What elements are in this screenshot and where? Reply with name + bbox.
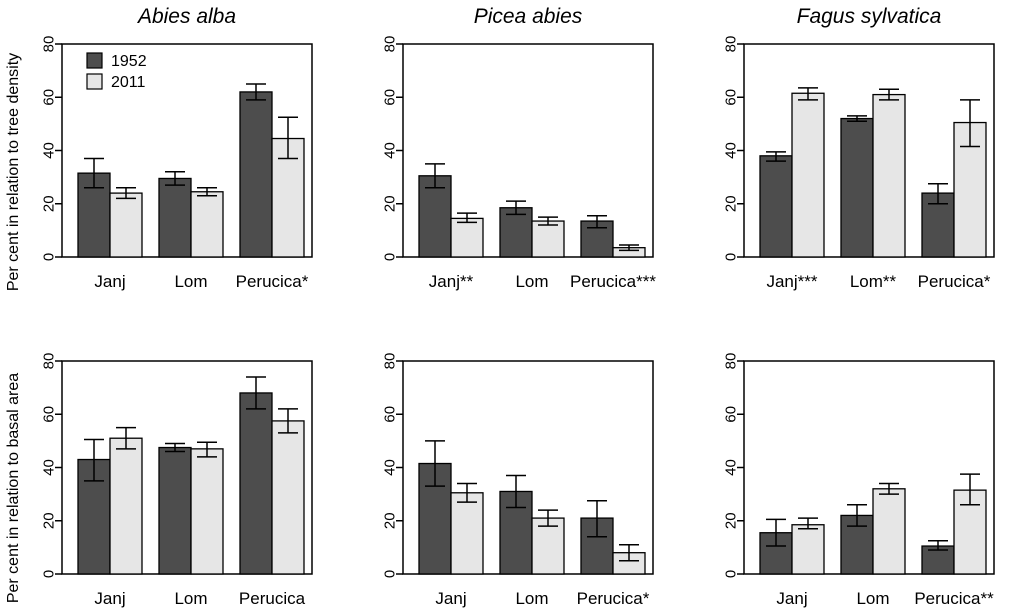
bar-1952-1 [840, 117, 874, 258]
y-tick-label: 0 [381, 253, 398, 261]
y-tick-label: 20 [40, 512, 57, 529]
y-tick-label: 0 [722, 253, 739, 261]
category-label: Perucica* [918, 272, 991, 291]
bar-2011-0 [791, 92, 825, 258]
panel-title: Abies alba [136, 5, 236, 28]
bar-1952-1 [158, 177, 192, 258]
chart-panels: Abies alba 0 20 40 60 80 Janj Lom Perucica* 1952 2… [40, 5, 995, 608]
y-tick-label: 20 [381, 512, 398, 529]
category-label: Lom [856, 589, 889, 608]
category-label: Janj** [429, 272, 474, 291]
panel-3: 0 20 40 60 80 Janj Lom Perucica [40, 353, 313, 608]
category-label: Perucica* [236, 272, 309, 291]
bar-2011-0 [450, 217, 484, 258]
bar-1952-2 [239, 91, 273, 258]
y-tick-label: 60 [722, 89, 739, 106]
panel-0: Abies alba 0 20 40 60 80 Janj Lom Perucica* 1952 2… [40, 5, 313, 291]
category-label: Lom [515, 589, 548, 608]
y-tick-label: 60 [722, 406, 739, 423]
row-label-basal-area: Per cent in relation to basal area [5, 373, 22, 603]
y-tick-label: 0 [381, 570, 398, 578]
y-tick-label: 20 [381, 195, 398, 212]
bar-2011-0 [109, 192, 143, 258]
y-tick-label: 80 [722, 36, 739, 53]
bar-1952-1 [158, 446, 192, 575]
bar-1952-0 [759, 155, 793, 258]
bar-2011-1 [190, 191, 224, 258]
y-tick-label: 20 [722, 195, 739, 212]
y-tick-label: 40 [40, 459, 57, 476]
panel-2: Fagus sylvatica 0 20 40 60 80 Janj*** Lom** Peru… [722, 5, 995, 291]
bar-1952-2 [580, 517, 614, 575]
bar-2011-2 [271, 420, 305, 575]
y-tick-label: 60 [381, 406, 398, 423]
bar-2011-0 [791, 524, 825, 575]
category-label: Perucica*** [570, 272, 656, 291]
category-label: Perucica** [914, 589, 994, 608]
y-tick-label: 60 [381, 89, 398, 106]
panel-1: Picea abies 0 20 40 60 80 Janj** Lom Perucica*** [381, 5, 656, 291]
legend-swatch-2011 [86, 73, 103, 90]
bar-2011-1 [531, 220, 565, 258]
category-label: Janj [94, 272, 125, 291]
y-tick-label: 80 [381, 353, 398, 370]
y-tick-label: 40 [381, 142, 398, 159]
y-tick-label: 40 [722, 459, 739, 476]
y-tick-label: 40 [381, 459, 398, 476]
category-label: Lom [174, 272, 207, 291]
y-tick-label: 0 [722, 570, 739, 578]
legend-swatch-1952 [86, 52, 103, 69]
bar-1952-2 [239, 392, 273, 575]
y-tick-label: 20 [722, 512, 739, 529]
y-tick-label: 40 [40, 142, 57, 159]
category-label: Janj [94, 589, 125, 608]
bar-2011-1 [872, 93, 906, 258]
category-label: Lom** [850, 272, 897, 291]
panel-title: Fagus sylvatica [797, 5, 942, 28]
category-label: Lom [174, 589, 207, 608]
category-label: Lom [515, 272, 548, 291]
row-label-tree-density: Per cent in relation to tree density [5, 53, 22, 291]
bar-2011-1 [190, 448, 224, 575]
category-label: Perucica* [577, 589, 650, 608]
bar-2011-0 [109, 437, 143, 575]
y-tick-label: 80 [40, 36, 57, 53]
category-label: Janj [776, 589, 807, 608]
category-label: Janj [435, 589, 466, 608]
bar-2011-0 [450, 492, 484, 575]
panel-5: 0 20 40 60 80 Janj Lom Perucica** [722, 353, 995, 608]
y-tick-label: 60 [40, 89, 57, 106]
category-label: Perucica [239, 589, 306, 608]
y-tick-label: 0 [40, 253, 57, 261]
panel-title: Picea abies [474, 5, 583, 28]
panel-4: 0 20 40 60 80 Janj Lom Perucica* [381, 353, 654, 608]
legend-label-2011: 2011 [111, 74, 146, 91]
legend-label-1952: 1952 [111, 53, 147, 70]
bar-1952-0 [418, 175, 452, 258]
y-tick-label: 80 [40, 353, 57, 370]
y-tick-label: 60 [40, 406, 57, 423]
y-tick-label: 20 [40, 195, 57, 212]
bar-2011-2 [953, 489, 987, 575]
y-tick-label: 40 [722, 142, 739, 159]
y-tick-label: 80 [381, 36, 398, 53]
y-tick-label: 80 [722, 353, 739, 370]
bar-2011-1 [872, 488, 906, 575]
category-label: Janj*** [766, 272, 817, 291]
y-tick-label: 0 [40, 570, 57, 578]
